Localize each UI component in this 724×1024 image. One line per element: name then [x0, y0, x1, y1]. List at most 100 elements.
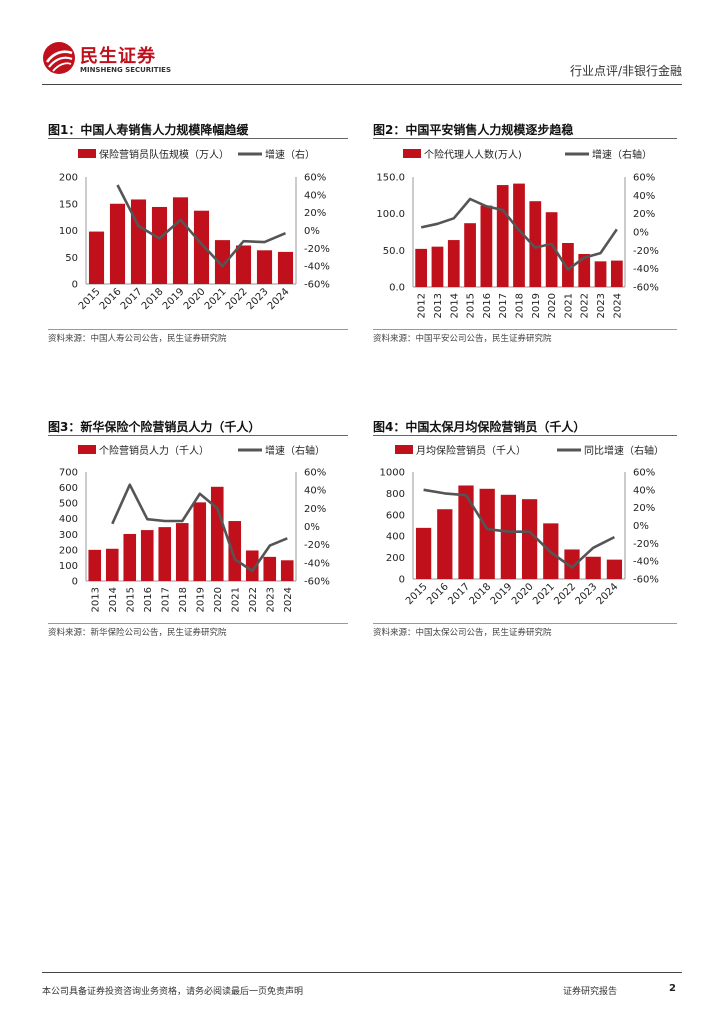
x-axis-tick-label: 2015	[404, 581, 430, 607]
left-axis-tick-label: 100	[59, 226, 78, 237]
chart-3: 个险营销员人力（千人） 增速（右轴） 0 100 200 300 400 500 600 700 -…	[59, 444, 330, 612]
chart-3-source: 资料来源：新华保险公司公告，民生证券研究院	[48, 628, 227, 638]
x-axis-tick-label: 2020	[213, 587, 224, 612]
chart-2-source: 资料来源：中国平安公司公告，民生证券研究院	[373, 334, 552, 344]
footer-disclaimer: 本公司具备证券投资咨询业务资格，请务必阅读最后一页免责声明	[42, 987, 304, 997]
left-axis-tick-label: 150.0	[376, 173, 405, 184]
chart-bar	[256, 250, 273, 284]
x-axis-tick-label: 2016	[143, 587, 154, 612]
chart-bar	[529, 201, 542, 287]
footer-report-label: 证券研究报告	[563, 987, 618, 997]
x-axis-tick-label: 2023	[574, 581, 600, 607]
chart-bar	[415, 248, 428, 287]
growth-rate-line	[111, 483, 288, 573]
chart-bar	[545, 212, 558, 287]
right-axis-tick-label: -60%	[304, 577, 330, 588]
chart-bar	[175, 523, 189, 581]
right-axis-tick-label: 20%	[304, 208, 326, 219]
legend-bar-label: 个险营销员人力（千人）	[99, 444, 209, 457]
left-axis-tick-label: 700	[59, 468, 78, 479]
right-axis-tick-label: -20%	[633, 246, 659, 257]
chart-bar	[464, 223, 476, 287]
x-axis-tick-label: 2020	[510, 581, 536, 607]
chart-bar	[578, 254, 591, 287]
chart-bar	[172, 197, 189, 284]
x-axis-tick-label: 2022	[580, 293, 591, 318]
company-logo: 民生证券 MINSHENG SECURITIES	[42, 41, 192, 77]
left-axis-tick-label: 300	[59, 530, 78, 541]
x-axis-tick-label: 2022	[552, 581, 578, 607]
chart-bar	[521, 499, 538, 579]
right-axis-tick-label: -60%	[633, 575, 659, 586]
chart-bar	[214, 240, 231, 284]
x-axis-tick-label: 2012	[417, 293, 428, 318]
legend-bar-swatch	[395, 445, 413, 454]
legend-line-label: 增速（右轴）	[592, 148, 652, 161]
right-axis-tick-label: 0%	[304, 522, 320, 533]
chart-2-title-line	[373, 138, 677, 139]
right-axis-tick-label: -20%	[633, 539, 659, 550]
right-axis-tick-label: -40%	[633, 557, 659, 568]
chart-3-title: 图3：新华保险个险营销员人力（千人）	[48, 420, 261, 434]
right-axis-tick-label: 40%	[304, 190, 326, 201]
right-axis-tick-label: 60%	[633, 173, 655, 184]
left-axis-tick-label: 150	[59, 199, 78, 210]
chart-1-title: 图1：中国人寿销售人力规模降幅趋缓	[48, 123, 249, 137]
x-axis-tick-label: 2018	[468, 581, 494, 607]
left-axis-tick-label: 800	[386, 489, 405, 500]
right-axis-tick-label: 0%	[633, 228, 649, 239]
legend-bar-swatch	[78, 149, 96, 158]
left-axis-tick-label: 100.0	[376, 209, 405, 220]
x-axis-tick-label: 2019	[489, 581, 515, 607]
legend-line-label: 同比增速（右轴）	[584, 444, 664, 457]
left-axis-tick-label: 400	[386, 532, 405, 543]
chart-bar	[564, 549, 580, 579]
company-name: 民生证券	[80, 46, 156, 67]
chart-bar	[431, 246, 444, 287]
right-axis-tick-label: 40%	[633, 485, 655, 496]
x-axis-tick-label: 2021	[531, 581, 557, 607]
chart-bar	[109, 203, 126, 284]
right-axis-tick-label: 40%	[633, 191, 655, 202]
left-axis-tick-label: 50.0	[383, 246, 405, 257]
x-axis-tick-label: 2019	[531, 293, 542, 318]
x-axis-tick-label: 2024	[612, 293, 623, 318]
chart-bar	[235, 245, 252, 284]
left-axis-tick-label: 200	[59, 173, 78, 184]
legend-bar-label: 保险营销员队伍规模（万人）	[99, 148, 229, 161]
chart-2-title: 图2：中国平安销售人力规模逐步趋稳	[373, 123, 574, 137]
right-axis-tick-label: 60%	[633, 468, 655, 479]
right-axis-tick-label: 20%	[633, 209, 655, 220]
chart-bar	[105, 548, 119, 581]
chart-bar	[447, 240, 460, 287]
report-type: 行业点评/非银行金融	[569, 64, 682, 78]
right-axis-tick-label: 40%	[304, 486, 326, 497]
chart-bar	[151, 206, 168, 284]
right-axis-tick-label: 0%	[304, 226, 320, 237]
x-axis-tick-label: 2017	[160, 587, 171, 612]
x-axis-tick-label: 2018	[515, 293, 526, 318]
chart-1: 保险营销员队伍规模（万人） 增速（右） 0 50 100 150 200 -60% -40% -2…	[59, 148, 330, 312]
chart-3-source-line	[48, 623, 348, 624]
legend-bar-swatch	[403, 149, 421, 158]
right-axis-tick-label: 20%	[304, 504, 326, 515]
x-axis-tick-label: 2017	[446, 581, 472, 607]
x-axis-tick-label: 2016	[98, 286, 124, 312]
x-axis-tick-label: 2020	[182, 286, 208, 312]
left-axis-tick-label: 500	[59, 499, 78, 510]
chart-bar	[210, 486, 224, 581]
chart-bar	[458, 485, 474, 579]
left-axis-tick-label: 400	[59, 514, 78, 525]
x-axis-tick-label: 2018	[140, 286, 166, 312]
legend-bar-label: 个险代理人人数(万人)	[424, 148, 522, 161]
chart-bar	[193, 210, 210, 284]
chart-2-source-line	[373, 329, 677, 330]
x-axis-tick-label: 2019	[195, 587, 206, 612]
chart-4: 月均保险营销员（千人） 同比增速（右轴） 0 200 400 600 800 1000 -60%…	[380, 444, 664, 607]
right-axis-tick-label: -60%	[633, 283, 659, 294]
left-axis-tick-label: 0.0	[389, 283, 405, 294]
company-name-en: MINSHENG SECURITIES	[80, 66, 171, 74]
chart-bar	[415, 527, 432, 579]
x-axis-tick-label: 2021	[563, 293, 574, 318]
right-axis-tick-label: -20%	[304, 540, 330, 551]
